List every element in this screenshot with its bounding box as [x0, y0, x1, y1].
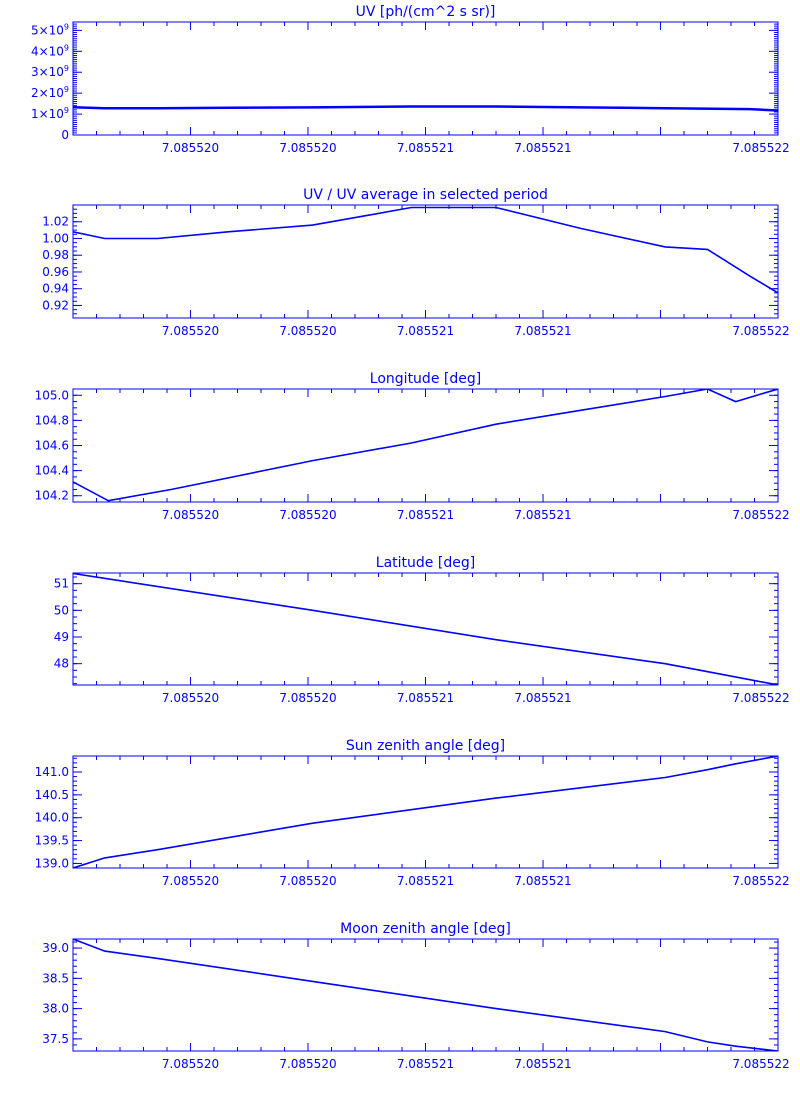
chart-panel: UV / UV average in selected period 7.0855… [42, 187, 789, 338]
plot-frame [72, 21, 779, 136]
x-tick-label: 7.085520 [279, 1057, 336, 1071]
x-tick-label: 7.085520 [279, 874, 336, 888]
plot-frame [72, 388, 779, 503]
x-tick-label: 7.085521 [514, 691, 571, 705]
y-tick-label: 0.94 [42, 282, 69, 296]
y-tick-label: 38.0 [42, 1002, 69, 1016]
x-tick-label: 7.085522 [732, 141, 789, 155]
x-tick-label: 7.085520 [162, 508, 219, 522]
plot-frame [72, 204, 779, 319]
x-tick-label: 7.085520 [162, 691, 219, 705]
x-tick-label: 7.085521 [514, 324, 571, 338]
series-line [73, 105, 778, 112]
y-tick-label: 4×109 [31, 43, 69, 58]
y-tick-label: 105.0 [35, 388, 69, 402]
x-tick-label: 7.085521 [397, 1057, 454, 1071]
x-tick-label: 7.085521 [397, 874, 454, 888]
y-tick-label: 104.6 [35, 439, 69, 453]
x-tick-label: 7.085522 [732, 508, 789, 522]
series-line [73, 573, 778, 685]
x-tick-label: 7.085520 [162, 141, 219, 155]
chart-title: UV [ph/(cm^2 s sr)] [356, 4, 496, 20]
y-tick-label: 0.96 [42, 265, 69, 279]
y-tick-label: 49 [54, 630, 69, 644]
plot-frame [72, 755, 779, 869]
x-tick-label: 7.085521 [397, 691, 454, 705]
y-tick-label: 37.5 [42, 1032, 69, 1046]
y-tick-label: 51 [54, 577, 69, 591]
y-tick-label: 48 [54, 657, 69, 671]
x-tick-label: 7.085522 [732, 874, 789, 888]
x-tick-label: 7.085521 [397, 508, 454, 522]
plot-frame [72, 938, 779, 1052]
chart-title: Sun zenith angle [deg] [346, 738, 505, 754]
y-tick-label: 140.0 [35, 811, 69, 825]
series-line [73, 939, 778, 1051]
x-tick-label: 7.085521 [514, 1057, 571, 1071]
series-line [73, 206, 778, 294]
x-tick-label: 7.085521 [397, 141, 454, 155]
y-tick-label: 38.5 [42, 971, 69, 985]
series-line [73, 756, 778, 868]
x-tick-label: 7.085520 [162, 874, 219, 888]
x-tick-label: 7.085520 [162, 1057, 219, 1071]
chart-title: Moon zenith angle [deg] [340, 921, 511, 937]
x-tick-label: 7.085521 [514, 874, 571, 888]
y-tick-label: 1×109 [31, 106, 69, 121]
y-tick-label: 140.5 [35, 788, 69, 802]
y-tick-label: 1.02 [42, 215, 69, 229]
x-tick-label: 7.085522 [732, 691, 789, 705]
y-tick-label: 104.8 [35, 413, 69, 427]
y-tick-label: 2×109 [31, 85, 69, 100]
y-tick-label: 139.5 [35, 834, 69, 848]
x-tick-label: 7.085522 [732, 1057, 789, 1071]
y-tick-label: 0.98 [42, 248, 69, 262]
y-tick-label: 5×109 [31, 22, 69, 37]
y-tick-label: 139.0 [35, 856, 69, 870]
y-tick-label: 50 [54, 603, 69, 617]
y-tick-label: 104.4 [35, 464, 69, 478]
x-tick-label: 7.085520 [279, 508, 336, 522]
y-tick-label: 104.2 [35, 489, 69, 503]
x-tick-label: 7.085520 [279, 141, 336, 155]
x-tick-label: 7.085520 [279, 324, 336, 338]
y-tick-label: 3×109 [31, 64, 69, 79]
x-tick-label: 7.085520 [162, 324, 219, 338]
x-tick-label: 7.085521 [514, 508, 571, 522]
x-tick-label: 7.085520 [279, 691, 336, 705]
chart-title: Latitude [deg] [376, 555, 475, 571]
y-tick-label: 141.0 [35, 765, 69, 779]
x-tick-label: 7.085521 [397, 324, 454, 338]
chart-panel: Sun zenith angle [deg] 7.085520 7.085520 7.… [35, 738, 790, 888]
chart-panel: Latitude [deg] 7.085520 7.085520 7.085521 7.… [54, 555, 790, 705]
y-tick-label: 0.92 [42, 298, 69, 312]
chart-panel: UV [ph/(cm^2 s sr)] 7.085520 7.085520 7.085… [31, 4, 790, 155]
x-tick-label: 7.085522 [732, 324, 789, 338]
y-tick-label: 1.00 [42, 231, 69, 245]
y-tick-label: 39.0 [42, 941, 69, 955]
x-tick-label: 7.085521 [514, 141, 571, 155]
chart-panel: Moon zenith angle [deg] 7.085520 7.085520 7… [42, 921, 789, 1071]
chart-title: UV / UV average in selected period [303, 187, 548, 203]
series-line [73, 389, 778, 502]
y-tick-label: 0 [61, 128, 69, 142]
chart-panel: Longitude [deg] 7.085520 7.085520 7.085521 7… [35, 371, 790, 522]
chart-title: Longitude [deg] [370, 371, 481, 387]
